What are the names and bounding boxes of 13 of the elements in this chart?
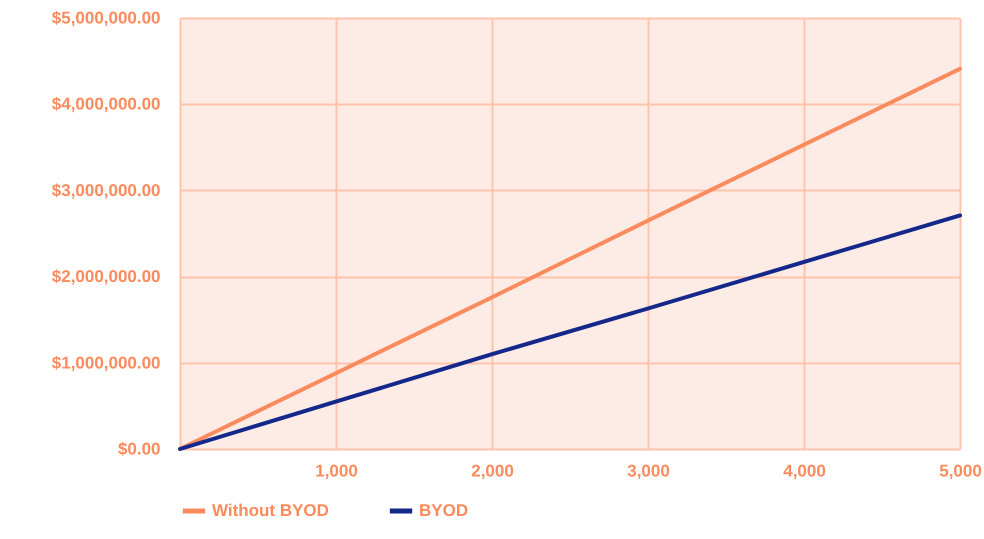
x-tick-label: 5,000 [939, 462, 982, 480]
y-tick-label: $1,000,000.00 [52, 353, 160, 372]
x-tick-label: 1,000 [315, 462, 358, 480]
x-tick-label: 4,000 [783, 462, 826, 480]
y-tick-label: $2,000,000.00 [52, 267, 160, 286]
y-tick-label: $4,000,000.00 [52, 94, 160, 114]
y-tick-label: $5,000,000.00 [52, 8, 160, 28]
y-tick-label: $0.00 [118, 440, 160, 458]
legend-label: Without BYOD [212, 501, 329, 520]
x-tick-label: 3,000 [627, 462, 670, 480]
legend-label: BYOD [419, 501, 468, 520]
x-tick-label: 2,000 [471, 462, 514, 480]
y-tick-label: $3,000,000.00 [52, 180, 160, 200]
